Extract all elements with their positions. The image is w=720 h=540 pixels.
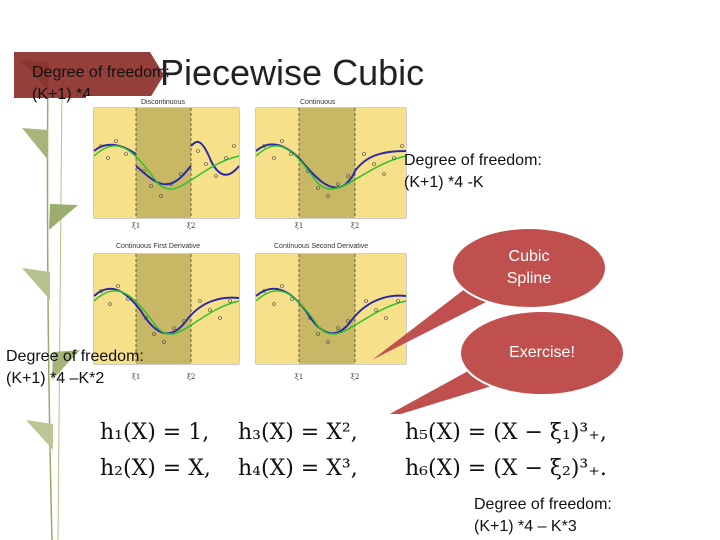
- knot-label-xi1: ξ1: [132, 222, 140, 230]
- dof-right-line2: (K+1) *4 -K: [404, 174, 484, 191]
- spline-plots-svg: Discontinuous ξ1 ξ2: [93, 99, 407, 381]
- formula-h2: h₂(X) = X,: [100, 456, 211, 481]
- knot-label-xi2: ξ2: [351, 222, 359, 230]
- basis-formulas: h₁(X) = 1, h₃(X) = X², h₅(X) = (X − ξ₁)³…: [90, 414, 623, 496]
- dof-left-line1: Degree of freedom:: [6, 348, 144, 365]
- formula-h4: h₄(X) = X³,: [238, 456, 358, 481]
- knot-label-xi1: ξ1: [295, 373, 303, 381]
- plot-title-first-derivative: Continuous First Derivative: [116, 243, 200, 250]
- spline-plots-panel: Discontinuous ξ1 ξ2: [86, 96, 410, 389]
- dof-top-line2: (K+1) *4: [32, 86, 92, 103]
- dof-top-line1: Degree of freedom:: [32, 64, 170, 81]
- knot-label-xi2: ξ2: [351, 373, 359, 381]
- callout-cubic-spline: [372, 227, 607, 360]
- knot-label-xi2: ξ2: [187, 373, 195, 381]
- slide-title: Piecewise Cubic: [160, 52, 425, 93]
- dof-right-line1: Degree of freedom:: [404, 152, 542, 169]
- plot-title-continuous: Continuous: [300, 99, 336, 106]
- plot-continuous-first-derivative: Continuous First Derivative ξ1 ξ2: [93, 243, 240, 381]
- callout-spline-text: Cubic Spline: [452, 246, 606, 290]
- dof-left-line2: (K+1) *4 –K*2: [6, 370, 105, 387]
- callout-exercise-text: Exercise!: [509, 344, 575, 361]
- callout-spline-line1: Cubic: [508, 248, 550, 265]
- plot-discontinuous: Discontinuous ξ1 ξ2: [93, 99, 240, 230]
- formula-h1: h₁(X) = 1,: [100, 420, 210, 445]
- plot-title-second-derivative: Continuous Second Derivative: [274, 243, 368, 250]
- dof-bottom-line1: Degree of freedom:: [474, 496, 612, 513]
- plot-continuous-second-derivative: Continuous Second Derivative ξ1 ξ2: [255, 243, 407, 381]
- plot-continuous: Continuous ξ1 ξ2: [255, 99, 407, 230]
- callout-spline-line2: Spline: [506, 270, 552, 287]
- plot-title-discontinuous: Discontinuous: [141, 99, 185, 106]
- formula-h3: h₃(X) = X²,: [238, 420, 358, 445]
- dof-bottom-line2: (K+1) *4 – K*3: [474, 518, 577, 535]
- callout-exercise: [375, 310, 625, 422]
- knot-label-xi2: ξ2: [187, 222, 195, 230]
- knot-label-xi1: ξ1: [132, 373, 140, 381]
- formula-h5: h₅(X) = (X − ξ₁)³₊,: [405, 420, 607, 445]
- knot-label-xi1: ξ1: [295, 222, 303, 230]
- formula-h6: h₆(X) = (X − ξ₂)³₊.: [405, 456, 607, 481]
